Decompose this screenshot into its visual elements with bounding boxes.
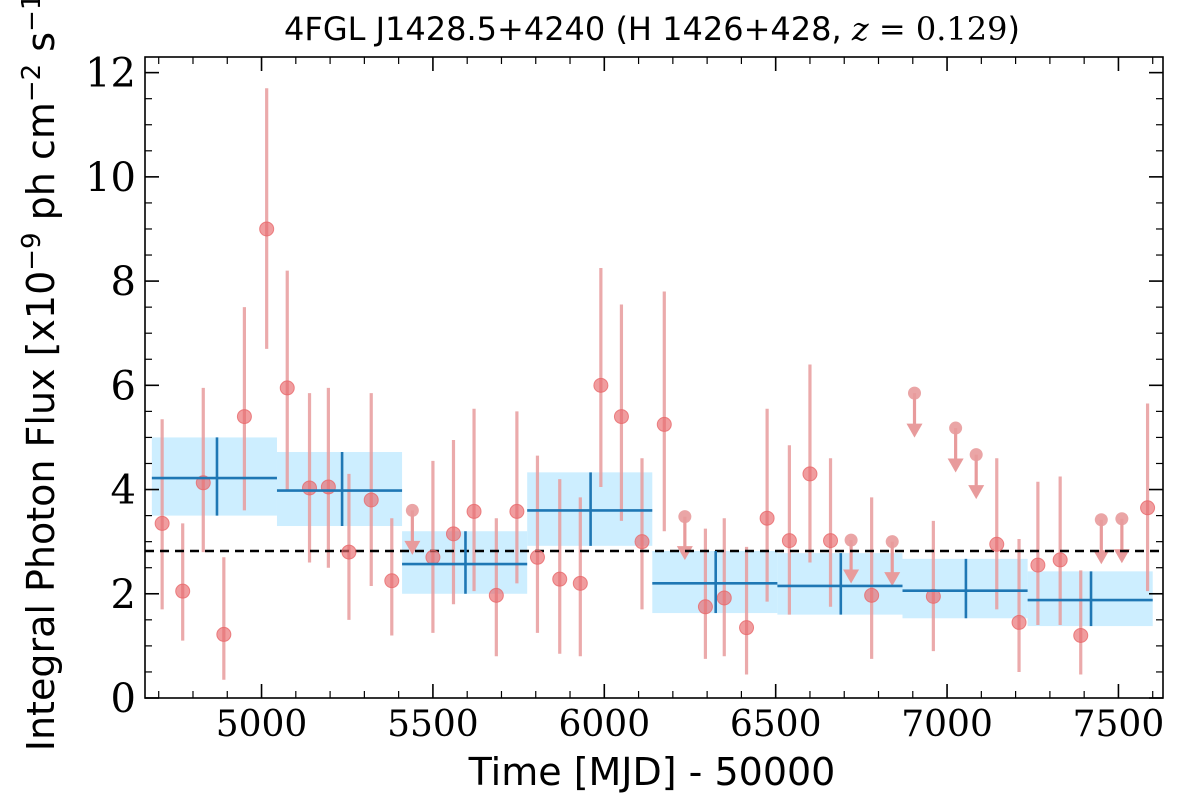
flux-point xyxy=(509,503,525,519)
flux-point xyxy=(488,587,504,603)
flux-point xyxy=(552,571,568,587)
upper-limit-arrow xyxy=(404,540,421,555)
flux-point xyxy=(236,409,252,425)
flux-point xyxy=(384,573,400,589)
y-tick-label: 8 xyxy=(111,259,136,305)
upper-limit-arrow xyxy=(968,485,985,500)
upper-limit-arrow xyxy=(906,423,923,438)
upper-limit-point xyxy=(885,535,899,549)
upper-limit-arrow xyxy=(843,569,860,584)
x-tick-label: 6000 xyxy=(558,704,650,745)
flux-point xyxy=(613,409,629,425)
upper-limit-point xyxy=(949,421,963,435)
y-tick-label: 4 xyxy=(111,468,136,514)
upper-limit-arrow xyxy=(947,458,964,473)
x-tick-label: 5000 xyxy=(216,704,308,745)
upper-limit-point xyxy=(405,503,419,517)
flux-point xyxy=(279,380,295,396)
upper-limit-arrow xyxy=(676,546,693,561)
yearly-bin-band xyxy=(276,452,403,527)
flux-point xyxy=(989,536,1005,552)
upper-limit-point xyxy=(1094,513,1108,527)
flux-point xyxy=(154,515,170,531)
flux-point xyxy=(593,377,609,393)
flux-point xyxy=(466,503,482,519)
flux-point xyxy=(363,492,379,508)
flux-point xyxy=(716,590,732,606)
flux-point xyxy=(823,533,839,549)
upper-limit-point xyxy=(844,533,858,547)
y-tick-label: 0 xyxy=(111,676,136,722)
upper-limit-arrow xyxy=(884,572,901,587)
flux-point xyxy=(802,466,818,482)
flux-point xyxy=(572,575,588,591)
x-tick-label: 7500 xyxy=(1073,704,1165,745)
upper-limit-point xyxy=(1115,512,1129,526)
y-axis-label: Integral Photon Flux [x10−9 ph cm−2 s−1] xyxy=(17,0,63,751)
flux-point xyxy=(759,510,775,526)
flux-point xyxy=(259,221,275,237)
flux-point xyxy=(216,626,232,642)
upper-limit-point xyxy=(969,448,983,462)
flux-point xyxy=(1140,500,1156,516)
x-tick-label: 6500 xyxy=(730,704,822,745)
flux-point xyxy=(739,620,755,636)
chart-title: 4FGL J1428.5+4240 (H 1426+428, z = 0.129… xyxy=(284,10,1020,48)
flux-point xyxy=(1030,557,1046,573)
upper-limit-arrow xyxy=(1113,549,1130,564)
y-tick-label: 6 xyxy=(111,363,136,409)
plot-frame xyxy=(144,56,1164,699)
x-tick-label: 5500 xyxy=(387,704,479,745)
flux-point xyxy=(529,549,545,565)
flux-point xyxy=(864,587,880,603)
plot-area: 5000 5500 6000 6500 7000 7500 0 2 4 6 8 10 12 xyxy=(85,51,1164,745)
yearly-bin-band xyxy=(151,437,277,516)
flux-point xyxy=(341,544,357,560)
x-axis-label: Time [MJD] - 50000 xyxy=(468,750,836,794)
flux-point xyxy=(781,533,797,549)
x-tick-label: 7000 xyxy=(901,704,993,745)
flux-point xyxy=(656,416,672,432)
flux-point xyxy=(697,599,713,615)
flux-point xyxy=(425,549,441,565)
y-tick-label: 10 xyxy=(85,155,136,201)
flux-point xyxy=(175,583,191,599)
upper-limit-point xyxy=(907,386,921,400)
flux-point xyxy=(634,534,650,550)
y-tick-label: 12 xyxy=(85,51,136,97)
flux-point xyxy=(445,526,461,542)
upper-limit-point xyxy=(678,510,692,524)
flux-point xyxy=(1073,627,1089,643)
flux-point xyxy=(302,480,318,496)
y-tick-label: 2 xyxy=(111,572,136,618)
upper-limit-arrow xyxy=(1093,550,1110,565)
flux-point xyxy=(1052,552,1068,568)
flux-point xyxy=(1011,614,1027,630)
